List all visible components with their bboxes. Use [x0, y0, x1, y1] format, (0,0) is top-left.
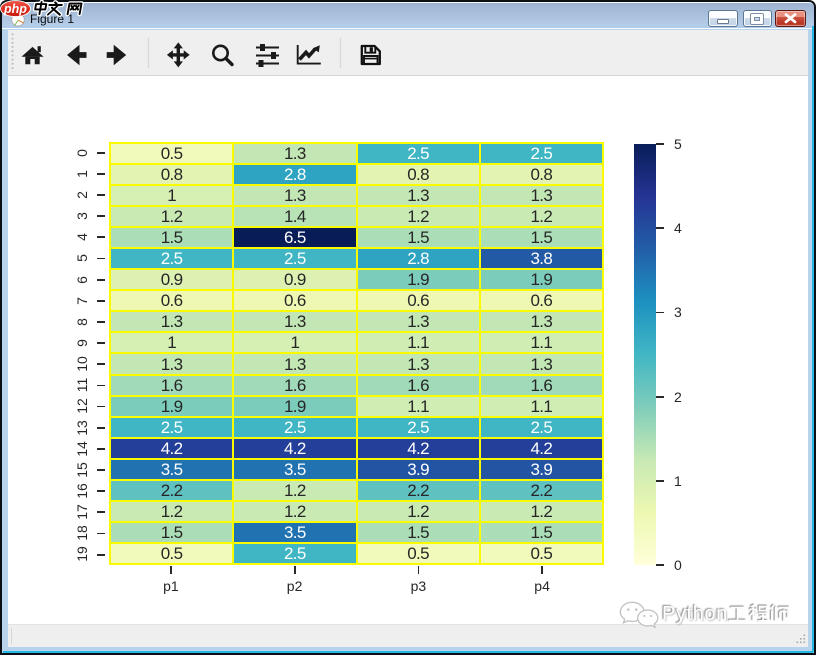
svg-text:php: php: [3, 2, 27, 16]
